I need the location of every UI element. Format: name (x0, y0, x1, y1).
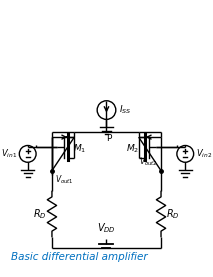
Text: $R_D$: $R_D$ (33, 207, 47, 221)
Text: $V_{in2}$: $V_{in2}$ (196, 148, 212, 160)
Text: $V_{DD}$: $V_{DD}$ (97, 221, 115, 235)
Text: Basic differential amplifier: Basic differential amplifier (11, 252, 148, 262)
Text: P: P (106, 134, 111, 143)
Text: $M_1$: $M_1$ (73, 143, 87, 155)
Text: $M_2$: $M_2$ (126, 143, 140, 155)
Text: $V_{out1}$: $V_{out1}$ (55, 173, 73, 186)
Text: $V_{out2}$: $V_{out2}$ (139, 155, 158, 168)
Text: $I_{SS}$: $I_{SS}$ (119, 104, 131, 116)
Text: $R_D$: $R_D$ (166, 207, 180, 221)
Text: $V_{in1}$: $V_{in1}$ (1, 148, 17, 160)
